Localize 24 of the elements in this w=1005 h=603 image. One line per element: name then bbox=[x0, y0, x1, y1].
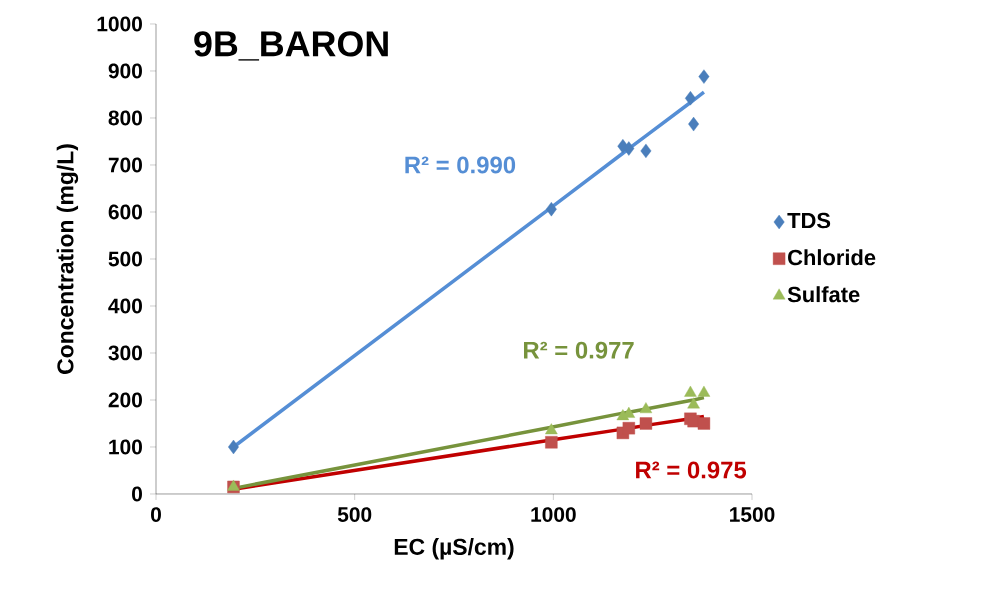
x-axis-title: EC (µS/cm) bbox=[394, 538, 514, 560]
legend-label: TDS bbox=[787, 212, 831, 229]
x-tick-label: 0 bbox=[151, 507, 161, 522]
annotation: R² = 0.990 bbox=[405, 156, 516, 174]
y-tick-label: 900 bbox=[108, 63, 142, 79]
legend-label: Chloride bbox=[788, 249, 876, 266]
y-tick-label: 200 bbox=[108, 392, 142, 408]
y-tick-label: 600 bbox=[108, 204, 142, 220]
legend-label: Sulfate bbox=[787, 286, 860, 303]
y-tick-label: 300 bbox=[108, 345, 142, 361]
annotation: R² = 0.975 bbox=[636, 461, 747, 479]
annotation: R² = 0.977 bbox=[524, 341, 634, 359]
y-tick-label: 800 bbox=[108, 110, 142, 126]
chart-title: 9B_BARON bbox=[194, 31, 388, 61]
y-tick-label: 0 bbox=[132, 486, 142, 502]
x-tick-label: 1000 bbox=[531, 507, 576, 522]
y-axis-title: Concentration (mg/L) bbox=[56, 144, 79, 374]
y-tick-label: 400 bbox=[108, 298, 142, 314]
x-tick-label: 1500 bbox=[730, 507, 775, 522]
y-tick-label: 100 bbox=[109, 439, 142, 455]
y-tick-label: 500 bbox=[108, 251, 142, 267]
y-tick-label: 700 bbox=[108, 157, 142, 173]
y-tick-label: 1000 bbox=[97, 16, 142, 32]
x-tick-label: 500 bbox=[337, 507, 372, 522]
